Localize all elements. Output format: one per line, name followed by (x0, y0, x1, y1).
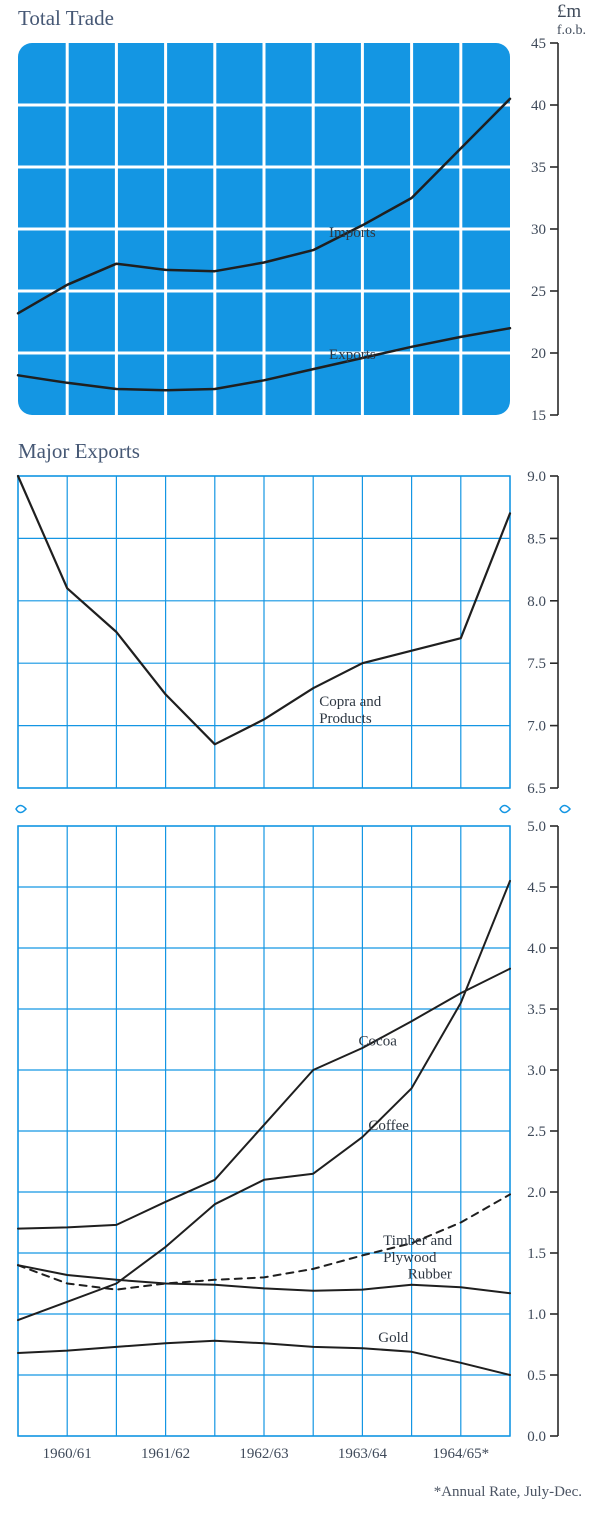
svg-text:40: 40 (531, 98, 546, 114)
svg-text:4.5: 4.5 (527, 880, 546, 896)
svg-text:8.5: 8.5 (527, 531, 546, 547)
svg-text:Coffee: Coffee (368, 1118, 409, 1134)
svg-text:7.5: 7.5 (527, 656, 546, 672)
svg-text:Plywood: Plywood (383, 1250, 437, 1266)
svg-text:Copra and: Copra and (319, 694, 382, 710)
svg-text:1963/64: 1963/64 (338, 1446, 388, 1462)
chart2-major-exports-top: 6.5 7.0 7.5 8.0 8.5 9.0 Copra andProducts (0, 468, 600, 800)
svg-text:Cocoa: Cocoa (359, 1033, 398, 1049)
svg-text:4.0: 4.0 (527, 941, 546, 957)
svg-text:Timber and: Timber and (383, 1233, 453, 1249)
svg-text:9.0: 9.0 (527, 469, 546, 485)
svg-text:6.5: 6.5 (527, 781, 546, 797)
chart3-major-exports-bottom: 0.0 0.5 1.0 1.5 2.0 2.5 3.0 3.5 4.0 4.5 5.0 1960/61… (0, 818, 600, 1478)
svg-text:15: 15 (531, 408, 546, 424)
svg-text:35: 35 (531, 160, 546, 176)
svg-text:5.0: 5.0 (527, 819, 546, 835)
svg-text:Gold: Gold (378, 1330, 409, 1346)
svg-text:1960/61: 1960/61 (43, 1446, 92, 1462)
chart2-svg: 6.5 7.0 7.5 8.0 8.5 9.0 Copra andProducts (0, 468, 600, 800)
footnote: *Annual Rate, July-Dec. (0, 1478, 600, 1501)
svg-text:Exports: Exports (329, 347, 376, 363)
svg-text:Rubber: Rubber (408, 1267, 452, 1283)
svg-text:1962/63: 1962/63 (239, 1446, 288, 1462)
svg-text:0.5: 0.5 (527, 1368, 546, 1384)
y-axis-unit: £m f.o.b. (557, 1, 586, 39)
svg-text:45: 45 (531, 36, 546, 52)
svg-text:1961/62: 1961/62 (141, 1446, 190, 1462)
svg-text:1.0: 1.0 (527, 1307, 546, 1323)
svg-text:3.0: 3.0 (527, 1063, 546, 1079)
svg-text:8.0: 8.0 (527, 594, 546, 610)
chart1-title: Total Trade (0, 0, 600, 35)
axis-break (0, 800, 600, 818)
svg-text:0.0: 0.0 (527, 1429, 546, 1445)
chart3-svg: 0.0 0.5 1.0 1.5 2.0 2.5 3.0 3.5 4.0 4.5 5.0 1960/61… (0, 818, 600, 1478)
svg-text:25: 25 (531, 284, 546, 300)
chart2-title: Major Exports (0, 427, 600, 468)
svg-text:1.5: 1.5 (527, 1246, 546, 1262)
svg-text:30: 30 (531, 222, 546, 238)
svg-text:3.5: 3.5 (527, 1002, 546, 1018)
svg-text:7.0: 7.0 (527, 719, 546, 735)
svg-text:2.0: 2.0 (527, 1185, 546, 1201)
svg-text:Imports: Imports (329, 225, 376, 241)
svg-text:1964/65*: 1964/65* (432, 1446, 489, 1462)
svg-text:Products: Products (319, 711, 372, 727)
chart1-svg: 15 20 25 30 35 40 45 Imports Exports (0, 35, 600, 427)
svg-text:20: 20 (531, 346, 546, 362)
svg-text:2.5: 2.5 (527, 1124, 546, 1140)
chart1-total-trade: £m f.o.b. 15202530354045ImportsExports (0, 35, 600, 427)
